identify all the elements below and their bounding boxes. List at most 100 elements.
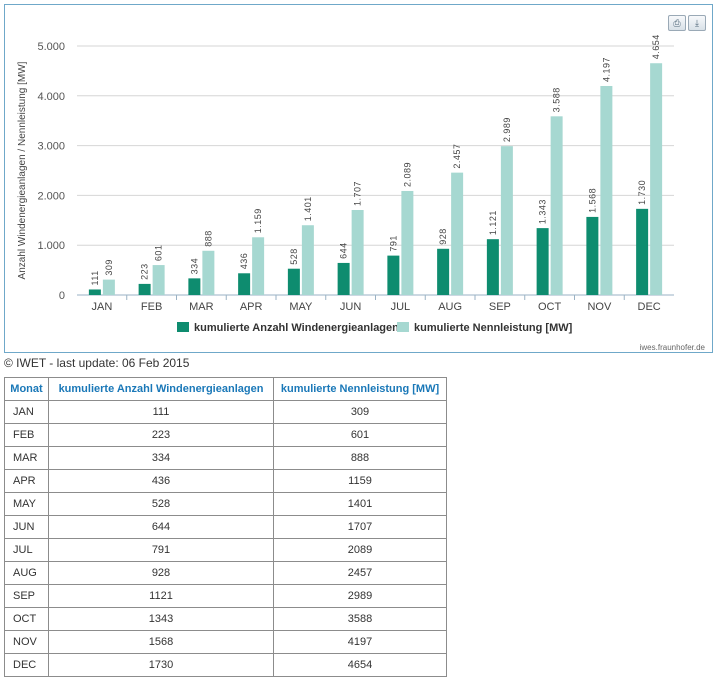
data-label: 888: [203, 230, 213, 247]
bar-capacity: [550, 116, 563, 295]
cell-turbines: 111: [48, 400, 274, 424]
table-header-row: Monat kumulierte Anzahl Windenergieanlag…: [4, 377, 447, 401]
cell-turbines: 644: [48, 515, 274, 539]
copyright-note: © IWET - last update: 06 Feb 2015: [4, 356, 190, 370]
bar-turbines: [536, 228, 549, 295]
bar-turbines: [88, 289, 101, 295]
cell-capacity: 1159: [273, 469, 447, 493]
x-tick-label: FEB: [141, 301, 162, 313]
cell-capacity: 1707: [273, 515, 447, 539]
column-header-month: Monat: [4, 377, 49, 401]
cell-capacity: 4197: [273, 630, 447, 654]
legend-swatch-turbines: [177, 322, 189, 332]
bar-capacity: [500, 146, 513, 295]
legend-swatch-capacity: [397, 322, 409, 332]
bar-turbines: [337, 262, 350, 295]
cell-turbines: 223: [48, 423, 274, 447]
table-row: JUL 791 2089: [4, 538, 447, 562]
x-tick-label: AUG: [438, 301, 462, 313]
download-icon: ⤓: [695, 18, 699, 28]
data-label: 111: [90, 270, 100, 285]
cell-turbines: 334: [48, 446, 274, 470]
x-tick-label: JUN: [340, 301, 361, 313]
bar-capacity: [202, 250, 215, 295]
chart-container: 0 1.000 2.000 3.000 4.000 5.000 Anzahl Windene…: [4, 4, 713, 353]
bar-capacity: [152, 265, 165, 295]
bar-turbines: [138, 283, 151, 295]
printer-icon: ⎙: [673, 18, 681, 28]
cell-capacity: 1401: [273, 492, 447, 516]
export-button[interactable]: ⤓: [688, 15, 706, 31]
data-label: 334: [189, 258, 199, 275]
table-row: FEB 223 601: [4, 423, 447, 447]
data-label: 791: [388, 235, 398, 252]
cell-month: MAY: [4, 492, 49, 516]
data-label: 436: [239, 253, 249, 270]
x-tick-label: JAN: [91, 301, 112, 313]
data-label: 1.121: [488, 210, 498, 235]
x-tick-label: DEC: [638, 301, 661, 313]
table-row: JAN 111 309: [4, 400, 447, 424]
data-label: 2.089: [402, 162, 412, 187]
x-tick-label: MAR: [189, 301, 214, 313]
cell-capacity: 3588: [273, 607, 447, 631]
cell-turbines: 528: [48, 492, 274, 516]
data-label: 528: [289, 248, 299, 265]
bar-turbines: [387, 255, 400, 295]
bar-capacity: [650, 63, 663, 295]
cell-month: AUG: [4, 561, 49, 585]
cell-month: JAN: [4, 400, 49, 424]
cell-month: SEP: [4, 584, 49, 608]
cell-capacity: 888: [273, 446, 447, 470]
cell-month: MAR: [4, 446, 49, 470]
data-label: 1.343: [538, 199, 548, 224]
cell-turbines: 1730: [48, 653, 274, 677]
y-tick-label: 2.000: [37, 190, 65, 202]
cell-turbines: 1343: [48, 607, 274, 631]
y-tick-label: 4.000: [37, 91, 65, 103]
x-tick-label: NOV: [587, 301, 612, 313]
bar-capacity: [102, 279, 115, 295]
table-row: AUG 928 2457: [4, 561, 447, 585]
bar-turbines: [437, 248, 450, 295]
x-tick-label: JUL: [391, 301, 411, 313]
bar-turbines: [486, 239, 499, 295]
cell-capacity: 2989: [273, 584, 447, 608]
data-label: 309: [104, 259, 114, 276]
y-tick-label: 0: [59, 290, 65, 302]
cell-turbines: 928: [48, 561, 274, 585]
bar-turbines: [188, 278, 201, 295]
data-table: Monat kumulierte Anzahl Windenergieanlag…: [4, 377, 447, 677]
data-label: 2.457: [452, 144, 462, 169]
table-row: NOV 1568 4197: [4, 630, 447, 654]
table-row: MAR 334 888: [4, 446, 447, 470]
cell-capacity: 601: [273, 423, 447, 447]
data-label: 1.159: [253, 208, 263, 233]
bar-turbines: [238, 273, 251, 295]
cell-turbines: 1121: [48, 584, 274, 608]
data-label: 4.654: [651, 34, 661, 59]
cell-capacity: 2457: [273, 561, 447, 585]
cell-month: JUL: [4, 538, 49, 562]
cell-month: APR: [4, 469, 49, 493]
bar-turbines: [636, 208, 649, 295]
column-header-capacity: kumulierte Nennleistung [MW]: [273, 377, 447, 401]
cell-month: NOV: [4, 630, 49, 654]
bar-turbines: [586, 216, 599, 295]
cell-month: DEC: [4, 653, 49, 677]
legend-label-capacity: kumulierte Nennleistung [MW]: [414, 322, 573, 334]
data-label: 928: [438, 228, 448, 245]
cell-capacity: 4654: [273, 653, 447, 677]
data-label: 1.568: [587, 188, 597, 213]
table-row: APR 436 1159: [4, 469, 447, 493]
print-button[interactable]: ⎙: [668, 15, 686, 31]
bar-capacity: [401, 190, 414, 295]
bar-capacity: [451, 172, 464, 295]
bar-capacity: [351, 209, 364, 295]
data-label: 601: [154, 245, 164, 262]
y-tick-label: 3.000: [37, 141, 65, 153]
bar-capacity: [252, 237, 265, 295]
bar-turbines: [287, 268, 300, 295]
table-row: OCT 1343 3588: [4, 607, 447, 631]
data-label: 1.730: [637, 180, 647, 205]
